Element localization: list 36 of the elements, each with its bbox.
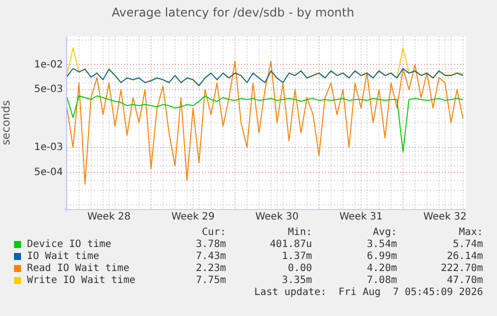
x-tick-label: Week 29 bbox=[171, 212, 215, 223]
text: 7.08m bbox=[366, 275, 397, 287]
text: 3.35m bbox=[282, 275, 312, 287]
text: 0.00 bbox=[288, 263, 312, 275]
text: 1.37m bbox=[282, 251, 312, 263]
text: 47.70m bbox=[446, 275, 483, 287]
y-axis-title: seconds bbox=[0, 100, 12, 146]
y-tick-label: 1e-02 bbox=[34, 59, 63, 70]
x-tick-label: Week 31 bbox=[339, 212, 383, 223]
text: 4.20m bbox=[366, 263, 397, 275]
legend-label: Write IO Wait time bbox=[27, 275, 136, 287]
text: Cur: bbox=[202, 227, 226, 239]
text: 6.99m bbox=[366, 251, 397, 263]
text: Avg: bbox=[372, 227, 397, 239]
text: 3.54m bbox=[366, 239, 397, 251]
legend-label: IO Wait time bbox=[27, 251, 100, 263]
text: 2.23m bbox=[196, 263, 226, 275]
text: 222.70m bbox=[440, 263, 483, 275]
text: 401.87u bbox=[270, 239, 312, 251]
x-tick-label: Week 32 bbox=[423, 212, 467, 223]
y-tick-label: 5e-03 bbox=[34, 84, 63, 96]
text: 5.74m bbox=[452, 239, 483, 251]
x-tick-label: Week 28 bbox=[87, 212, 131, 223]
text: 3.78m bbox=[196, 239, 226, 251]
text: Max: bbox=[458, 227, 483, 239]
legend-label: Device IO time bbox=[27, 239, 112, 251]
y-tick-label: 5e-04 bbox=[34, 166, 63, 178]
x-tick-label: Week 30 bbox=[255, 212, 299, 223]
text: 26.14m bbox=[446, 251, 483, 263]
legend-label: Read IO Wait time bbox=[27, 263, 130, 275]
text: Last update: Fri Aug 7 05:45:09 2026 bbox=[254, 287, 483, 299]
text: Min: bbox=[288, 227, 312, 239]
y-tick-label: 1e-03 bbox=[34, 142, 63, 154]
text: 7.75m bbox=[196, 275, 226, 287]
text: 7.43m bbox=[196, 251, 226, 263]
chart-title: Average latency for /dev/sdb - by month bbox=[112, 5, 354, 20]
